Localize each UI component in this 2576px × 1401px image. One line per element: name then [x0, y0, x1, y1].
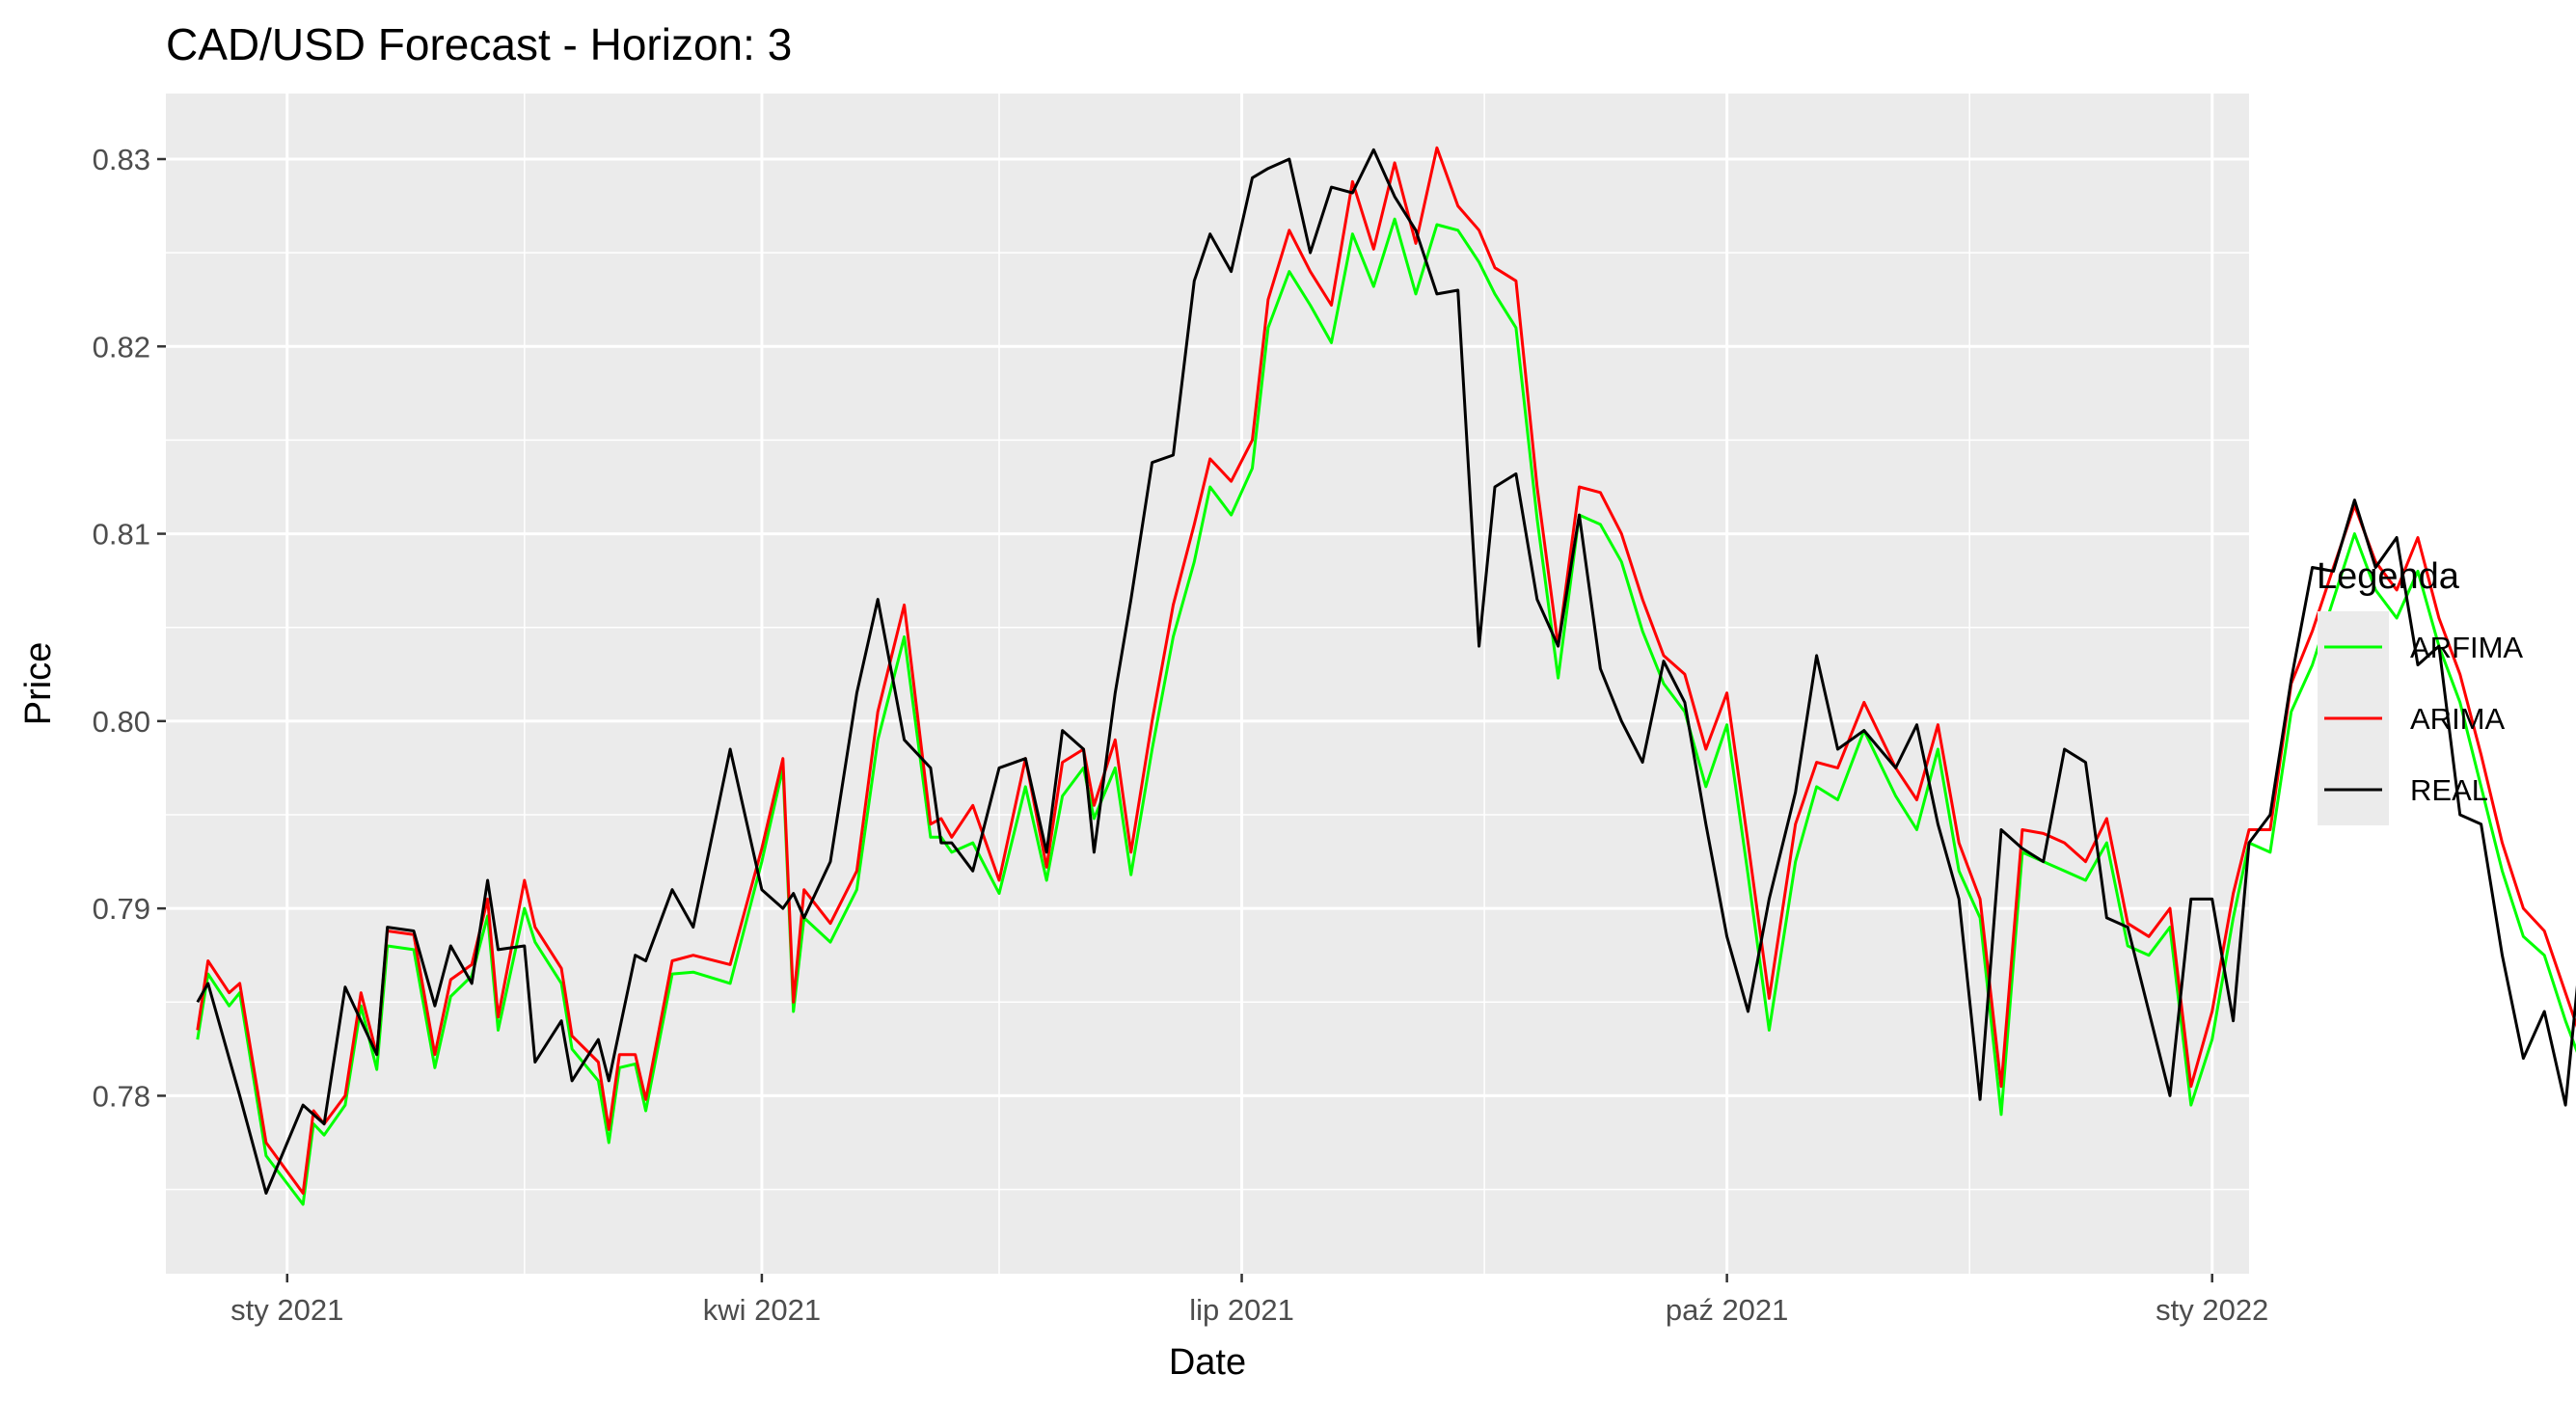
legend-label-real: REAL: [2410, 773, 2488, 807]
y-axis: 0.78 0.79 0.80 0.81 0.82 0.83: [93, 143, 166, 1113]
legend-label-arfima: ARFIMA: [2410, 631, 2523, 664]
x-axis-title: Date: [1169, 1342, 1246, 1383]
chart-title: CAD/USD Forecast - Horizon: 3: [166, 19, 792, 69]
series-line-arima: [196, 146, 2576, 1195]
plot-panel: [166, 94, 2249, 1274]
x-tick-label: lip 2021: [1189, 1293, 1294, 1327]
series-line-real: [196, 148, 2576, 1195]
legend-title: Legenda: [2317, 556, 2460, 597]
x-tick-label: kwi 2021: [703, 1293, 821, 1327]
x-tick-label: sty 2022: [2156, 1293, 2268, 1327]
y-tick-label: 0.79: [93, 892, 150, 926]
series-layer: [196, 146, 2576, 1206]
legend-items: ARFIMA ARIMA REAL: [2324, 631, 2523, 807]
y-tick-label: 0.81: [93, 518, 150, 552]
grid-major: [166, 94, 2249, 1274]
grid-minor: [166, 94, 2249, 1274]
x-tick-label: sty 2021: [230, 1293, 343, 1327]
y-tick-label: 0.80: [93, 705, 150, 739]
legend-label-arima: ARIMA: [2410, 702, 2506, 736]
y-tick-label: 0.82: [93, 330, 150, 364]
x-axis: sty 2021 kwi 2021 lip 2021 paź 2021 sty 2022: [230, 1274, 2268, 1327]
y-tick-label: 0.78: [93, 1079, 150, 1113]
y-axis-title: Price: [18, 642, 59, 726]
y-tick-label: 0.83: [93, 143, 150, 176]
x-tick-label: paź 2021: [1666, 1293, 1789, 1327]
legend: Legenda ARFIMA ARIMA REAL: [2317, 556, 2523, 825]
series-line-arfima: [196, 217, 2576, 1206]
